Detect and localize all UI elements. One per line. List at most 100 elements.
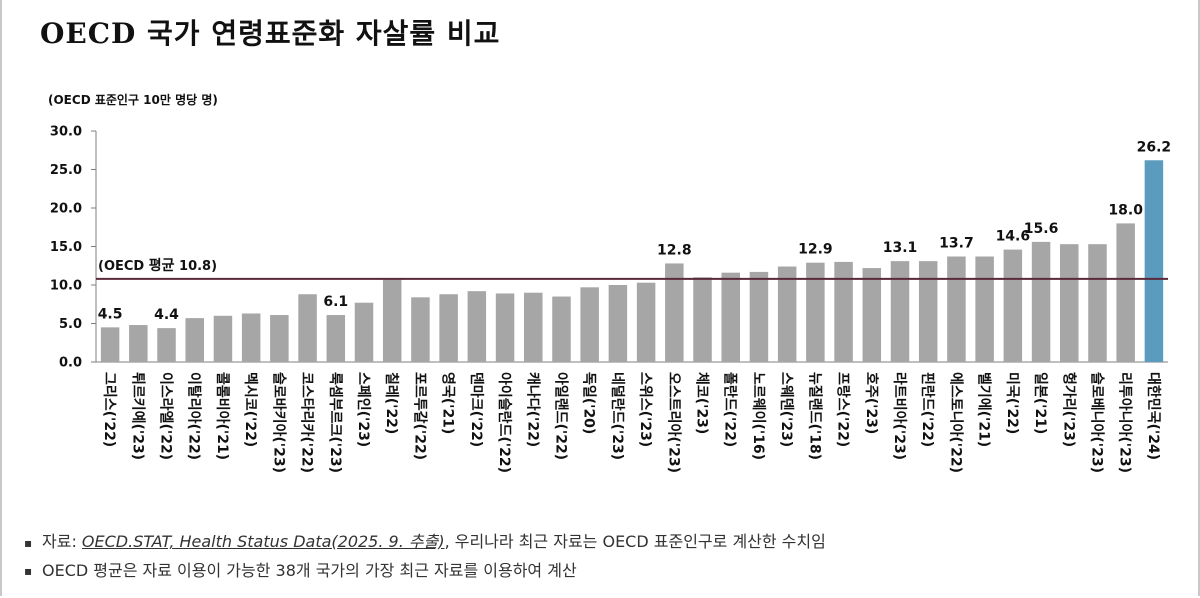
note-source-prefix: 자료: — [42, 532, 82, 551]
bar — [1031, 241, 1051, 362]
x-tick-label: 덴마크('22) — [468, 372, 484, 447]
bars — [100, 160, 1164, 362]
x-tick-label: 핀란드('22) — [919, 372, 936, 447]
bar — [213, 315, 233, 362]
y-tick-label: 30.0 — [50, 125, 82, 140]
x-tick-label: 호주('23) — [863, 372, 879, 434]
bar — [467, 291, 487, 362]
bar — [834, 261, 853, 362]
x-tick-label: 일본('21) — [1032, 372, 1048, 434]
bar — [326, 315, 346, 362]
bar — [608, 285, 628, 362]
x-tick-label: 캐나다('22) — [524, 372, 540, 447]
bar — [665, 263, 684, 362]
x-tick-label: 콜롬비아('21) — [214, 372, 231, 460]
bar — [382, 279, 402, 362]
x-tick-label: 폴란드('22) — [722, 372, 739, 447]
bar — [636, 282, 656, 362]
bar — [100, 327, 120, 362]
bar — [890, 261, 910, 362]
bar — [411, 297, 430, 362]
unit-label: (OECD 표준인구 10만 명당 명) — [48, 93, 218, 107]
x-tick-label: 라트비아('23) — [891, 372, 908, 460]
data-label: 6.1 — [323, 294, 348, 310]
average-line-group: (OECD 평균 10.8) — [96, 257, 1168, 280]
bar — [524, 292, 543, 362]
bar — [439, 294, 458, 362]
bullet-icon: ▪ — [24, 564, 33, 578]
x-tick-label: 포르투갈('22) — [411, 372, 427, 460]
x-tick-label: 스페인('23) — [355, 372, 372, 447]
bar — [947, 256, 966, 362]
note-source-suffix: , 우리나라 최근 자료는 OECD 표준인구로 계산한 수치임 — [444, 532, 826, 551]
x-tick-label: 체코('23) — [694, 372, 710, 434]
x-tick-label: 벨기에('21) — [976, 372, 992, 447]
x-tick-label: 룩셈부르크('23) — [327, 372, 344, 473]
x-tick-label: 오스트리아('23) — [665, 372, 682, 473]
x-tick-label: 이스라엘('22) — [158, 372, 175, 460]
data-label: 12.9 — [798, 242, 833, 258]
x-tick-label: 네덜란드('23) — [609, 372, 626, 460]
y-tick-label: 20.0 — [50, 202, 82, 217]
x-tick-label: 독일('20) — [581, 372, 597, 434]
x-tick-label: 슬로바키아('23) — [270, 372, 287, 473]
x-tick-label: 칠레('22) — [383, 372, 400, 434]
bar — [185, 318, 204, 362]
data-label: 13.7 — [939, 236, 974, 252]
data-label: 26.2 — [1137, 139, 1172, 155]
x-tick-label: 슬로베니아('23) — [1088, 372, 1105, 473]
y-tick-label: 25.0 — [50, 163, 82, 178]
x-tick-label: 헝가리('23) — [1060, 372, 1077, 447]
data-label: 14.6 — [996, 229, 1031, 245]
data-label: 12.8 — [657, 242, 692, 258]
bullet-icon: ▪ — [24, 535, 33, 550]
footnotes: ▪ 자료: OECD.STAT, Health Status Data(2025.… — [24, 528, 826, 585]
x-tick-labels: 그리스('22) 튀르키예('23) 이스라엘('22) 이탈리아('22) 콜롬비아(… — [101, 372, 1162, 473]
bar — [241, 313, 261, 362]
y-tick-label: 15.0 — [50, 240, 82, 255]
data-label: 18.0 — [1108, 202, 1143, 218]
data-label: 4.5 — [98, 306, 123, 322]
y-tick-label: 0.0 — [59, 356, 82, 371]
bar — [354, 302, 374, 362]
bar — [975, 256, 994, 362]
bar — [495, 293, 515, 362]
y-tick-label: 5.0 — [59, 317, 82, 332]
x-tick-label: 노르웨이('16) — [750, 372, 767, 460]
average-label-prefix: (OECD — [98, 259, 149, 274]
bar — [270, 315, 289, 362]
bar — [1144, 160, 1164, 362]
data-label: 4.4 — [154, 307, 179, 323]
x-tick-label: 아일랜드('22) — [552, 372, 569, 460]
x-tick-label: 멕시코('22) — [242, 372, 259, 447]
note-source: ▪ 자료: OECD.STAT, Health Status Data(2025.… — [24, 528, 826, 557]
note-source-link: OECD.STAT, Health Status Data(2025. 9. 추… — [81, 532, 445, 551]
data-label: 13.1 — [883, 240, 918, 256]
average-label-suffix: 10.8) — [175, 259, 218, 274]
x-tick-label: 코스타리카('22) — [299, 372, 315, 473]
note-average: ▪ OECD 평균은 자료 이용이 가능한 38개 국가의 가장 최근 자료를 이… — [24, 557, 826, 586]
x-tick-label: 아이슬란드('22) — [496, 372, 513, 473]
average-label: (OECD 평균 10.8) — [98, 257, 217, 274]
note-average-text: OECD 평균은 자료 이용이 가능한 38개 국가의 가장 최근 자료를 이용… — [42, 560, 577, 580]
bar — [1003, 249, 1023, 362]
chart-title: OECD 국가 연령표준화 자살률 비교 — [40, 17, 501, 50]
bar — [298, 294, 317, 362]
bar — [693, 277, 712, 362]
bar — [552, 296, 571, 362]
bar — [777, 266, 797, 362]
x-tick-label: 뉴질랜드('18) — [806, 372, 823, 460]
x-tick-label: 스위스('23) — [637, 372, 653, 447]
bar — [1088, 244, 1107, 362]
x-tick-label: 대한민국('24) — [1145, 372, 1162, 460]
x-tick-label: 프랑스('22) — [835, 372, 851, 447]
x-tick-label: 그리스('22) — [101, 372, 117, 447]
y-tick-label: 10.0 — [50, 279, 82, 294]
bar — [580, 287, 599, 362]
data-labels: 4.5 4.4 6.1 12.8 12.9 13.1 13.7 14.615.6 18.0 26.… — [98, 139, 1171, 323]
bar — [862, 268, 882, 362]
bar — [1116, 223, 1135, 362]
x-tick-label: 리투아니아('23) — [1117, 372, 1134, 473]
